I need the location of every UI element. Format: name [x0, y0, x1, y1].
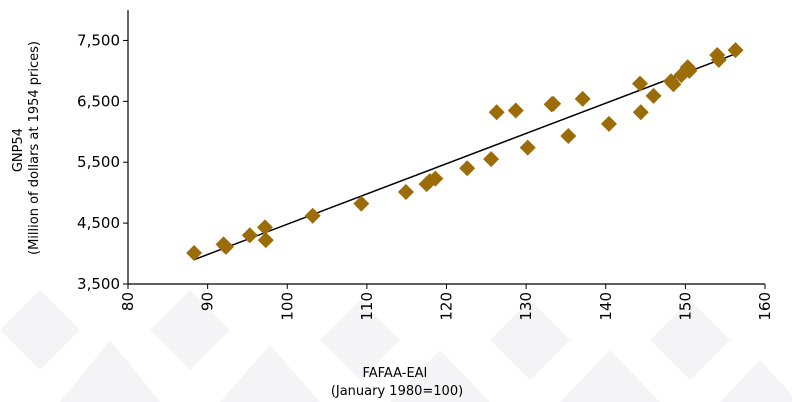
x-tick-label: 110 [358, 292, 376, 321]
x-tick-label: 90 [199, 292, 217, 311]
trendline [193, 53, 736, 261]
data-point-diamond [600, 115, 617, 132]
x-axis-title: FAFAA-EAI (January 1980=100) [331, 366, 463, 399]
y-tick-label: 4,500 [77, 214, 120, 232]
x-tick-label: 80 [119, 292, 137, 311]
x-tick-label: 160 [756, 292, 774, 321]
data-point-diamond [645, 87, 662, 104]
data-point-diamond [217, 238, 234, 255]
y-axis-title: GNP54 (Million of dollars at 1954 prices… [11, 41, 42, 255]
data-point-diamond [574, 90, 591, 107]
data-point-diamond [507, 102, 524, 119]
data-point-diamond [488, 104, 505, 121]
data-point-diamond [459, 160, 476, 177]
data-point-diamond [519, 139, 536, 156]
data-point-diamond [710, 51, 727, 68]
data-point-diamond [353, 195, 370, 212]
x-tick-label: 150 [676, 292, 694, 321]
y-tick-label: 6,500 [77, 92, 120, 110]
data-point-diamond [560, 128, 577, 145]
x-tick-label: 100 [278, 292, 296, 321]
data-point-diamond [397, 184, 414, 201]
data-point-diamond [241, 227, 258, 244]
data-point-diamond [681, 62, 698, 79]
y-tick-label: 7,500 [77, 31, 120, 49]
data-point-diamond [256, 219, 273, 236]
data-point-diamond [186, 244, 203, 261]
x-axis-title-line-2: (January 1980=100) [331, 384, 463, 399]
data-point-diamond [427, 170, 444, 187]
data-point-diamond [545, 95, 562, 112]
x-tick-label: 120 [438, 292, 456, 321]
data-point-diamond [483, 151, 500, 168]
x-axis-title-line-1: FAFAA-EAI [362, 366, 427, 381]
y-tick-label: 5,500 [77, 153, 120, 171]
data-point-diamond [257, 232, 274, 249]
y-axis-title-line-2: (Million of dollars at 1954 prices) [27, 41, 42, 255]
data-point-diamond [727, 42, 744, 59]
y-axis-title-line-1: GNP54 [11, 128, 26, 172]
data-point-diamond [632, 104, 649, 121]
x-tick-label: 130 [517, 292, 535, 321]
data-point-diamond [304, 207, 321, 224]
data-point-diamond [665, 76, 682, 93]
y-tick-label: 3,500 [77, 275, 120, 293]
x-tick-label: 140 [597, 292, 615, 321]
data-point-diamond [631, 75, 648, 92]
